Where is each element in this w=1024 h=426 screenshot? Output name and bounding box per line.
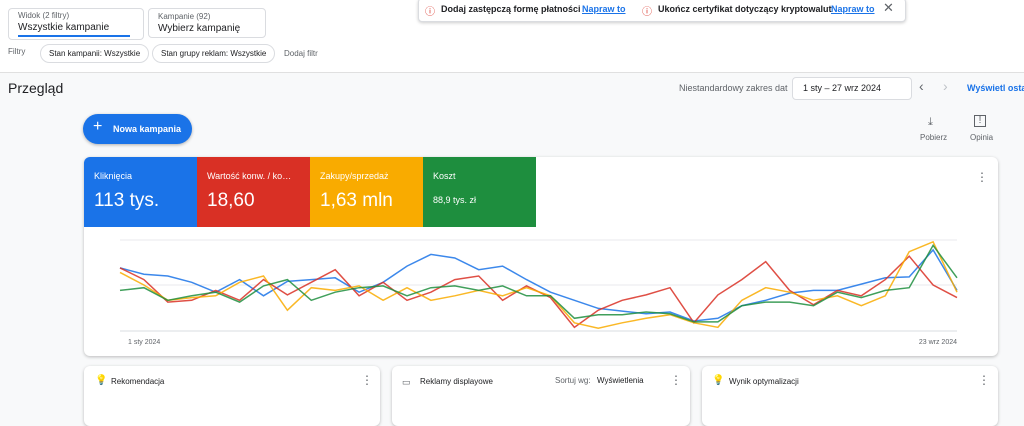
metric-value: 113 tys. <box>94 190 160 211</box>
new-campaign-label: Nowa kampania <box>113 124 182 134</box>
view-select[interactable] <box>8 8 144 40</box>
sort-value[interactable]: Wyświetlenia <box>597 376 644 385</box>
view-label: Widok (2 filtry) <box>18 11 70 20</box>
series-line <box>119 248 958 322</box>
next[interactable]: › <box>943 78 948 94</box>
metric-tile[interactable]: Koszt 88,9 tys. zł <box>423 157 536 227</box>
card-title: Reklamy displayowe <box>420 377 493 386</box>
close-button[interactable]: ✕ <box>883 0 894 15</box>
underline <box>18 35 130 37</box>
range-select[interactable] <box>792 77 912 100</box>
page: Widok (2 filtry) Wszystkie kampanie Kamp… <box>0 0 1024 387</box>
alert-text: Dodaj zastępczą formę płatności <box>441 4 581 14</box>
series-line <box>119 240 958 329</box>
filters-label: Filtry <box>8 47 26 56</box>
campaign-select[interactable] <box>148 8 266 38</box>
range: 1 sty – 27 wrz 2024 <box>803 83 882 93</box>
filter-chip[interactable]: Stan kampanii: Wszystkie <box>40 44 150 63</box>
chart: 1 sty 2024 23 wrz 2024 <box>119 239 958 346</box>
card-icon: ▭ <box>402 377 411 387</box>
metric-label: Koszt <box>433 171 456 181</box>
prev[interactable]: ‹ <box>919 78 924 94</box>
card-icon: 💡 <box>712 375 725 386</box>
alert-text: Ukończ certyfikat dotyczący kryptowalut <box>658 4 832 14</box>
metric-value: 1,63 mln <box>320 190 393 211</box>
card-icon: 💡 <box>95 375 108 386</box>
x-tick-label: 23 wrz 2024 <box>919 339 957 346</box>
range-label: Niestandardowy zakres dat <box>679 83 788 93</box>
campaign-value: Wybierz kampanię <box>158 23 241 34</box>
metric-label: Zakupy/sprzedaż <box>320 171 389 181</box>
series-line <box>119 244 958 323</box>
download-icon[interactable]: ⤓ <box>928 116 933 128</box>
card <box>392 366 690 426</box>
card <box>702 366 998 426</box>
alerts <box>418 0 906 22</box>
filter-chip[interactable]: Stan grupy reklam: Wszystkie <box>152 44 276 63</box>
metric-value: 88,9 tys. zł <box>433 195 477 205</box>
menu[interactable]: ⋮ <box>670 373 682 387</box>
menu[interactable]: ⋮ <box>976 170 988 184</box>
feedback-icon[interactable]: ! <box>974 115 986 127</box>
new-campaign-button[interactable] <box>83 114 192 144</box>
show-link[interactable]: Wyświetl osta <box>967 83 1024 93</box>
add-filter[interactable]: Dodaj filtr <box>284 49 318 58</box>
x-tick-label: 1 sty 2024 <box>128 339 160 346</box>
plus-icon: + <box>93 118 103 135</box>
metric-tile[interactable]: Kliknięcia 113 tys. <box>84 157 197 227</box>
metric-label: Wartość konw. / ko… <box>207 171 292 181</box>
campaign-label: Kampanie (92) <box>158 12 211 21</box>
card-title: Rekomendacja <box>111 377 165 386</box>
card <box>84 366 380 426</box>
metric-tile[interactable]: Zakupy/sprzedaż 1,63 mln <box>310 157 423 227</box>
feedback-label: Opinia <box>970 133 994 142</box>
sort-label: Sortuj wg: <box>555 376 591 385</box>
view-value: Wszystkie kampanie <box>18 22 110 33</box>
alert-icon: ⓘ <box>425 7 435 18</box>
card-title: Wynik optymalizacji <box>729 377 799 386</box>
fix-link[interactable]: Napraw to <box>582 4 626 14</box>
metric-tile[interactable]: Wartość konw. / ko… 18,60 <box>197 157 310 227</box>
menu[interactable]: ⋮ <box>361 373 373 387</box>
menu[interactable]: ⋮ <box>978 373 990 387</box>
fix-link[interactable]: Napraw to <box>831 4 875 14</box>
metric-label: Kliknięcia <box>94 171 133 181</box>
metric-value: 18,60 <box>207 190 255 211</box>
download-label: Pobierz <box>920 133 948 142</box>
overview-title: Przegląd <box>8 80 64 96</box>
alert-icon: ⓘ <box>642 7 652 18</box>
